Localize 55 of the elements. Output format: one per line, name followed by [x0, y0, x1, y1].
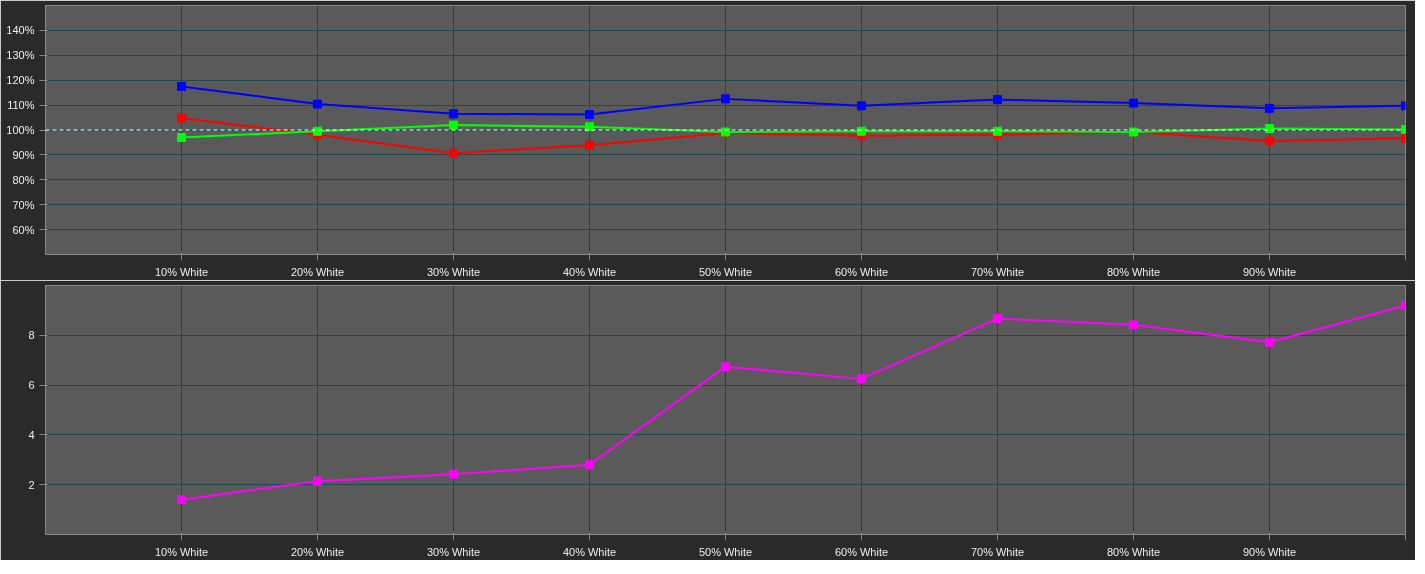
point: [1265, 103, 1274, 113]
y-tick-label: 100%: [6, 124, 35, 136]
point: [177, 113, 186, 123]
y-tick-label: 120%: [6, 74, 35, 87]
x-tick-label: 20% White: [290, 545, 345, 558]
x-tick-label: 40% White: [562, 545, 617, 558]
point: [177, 132, 186, 142]
x-tick-label: 70% White: [970, 545, 1025, 558]
x-tick-label: 10% White: [154, 545, 209, 558]
point: [177, 81, 186, 91]
x-tick-label: 70% White: [970, 265, 1025, 278]
point: [1129, 98, 1138, 108]
x-tick-label: 40% White: [562, 265, 617, 278]
point: [585, 110, 594, 120]
y-tick-label: 60%: [12, 223, 35, 236]
point: [721, 94, 730, 104]
x-tick-label: 50% White: [698, 545, 753, 558]
y-tick-label: 2: [28, 478, 35, 491]
y-tick-label: 110%: [7, 99, 35, 112]
point: [993, 314, 1002, 324]
point: [857, 101, 866, 111]
y-tick-label: 140%: [6, 24, 35, 37]
y-tick-label: 4: [28, 428, 35, 441]
x-tick-label: 50% White: [698, 265, 753, 278]
x-tick-label: 90% White: [1242, 545, 1297, 558]
point: [313, 99, 322, 109]
x-tick-label: 10% White: [154, 265, 209, 278]
x-tick-label: 60% White: [834, 545, 889, 558]
point: [1265, 337, 1274, 347]
point: [721, 362, 730, 372]
point: [585, 140, 594, 150]
x-tick-label: 20% White: [290, 265, 345, 278]
point: [449, 148, 458, 158]
y-tick-label: 90%: [12, 148, 35, 161]
x-tick-label: 30% White: [426, 545, 481, 558]
point: [313, 476, 322, 486]
y-tick-label: 8: [28, 329, 35, 342]
point: [449, 109, 458, 119]
point: [585, 460, 594, 470]
point: [993, 95, 1002, 105]
x-tick-label: 90% White: [1242, 265, 1297, 278]
point: [857, 374, 866, 384]
point: [1129, 320, 1138, 330]
y-tick-label: 80%: [12, 173, 35, 186]
y-tick-label: 6: [28, 379, 35, 392]
point: [177, 495, 186, 505]
point: [449, 120, 458, 130]
x-tick-label: 80% White: [1106, 265, 1161, 278]
point: [449, 469, 458, 479]
y-tick-label: 130%: [6, 49, 35, 62]
y-tick-label: 70%: [12, 198, 35, 211]
x-tick-label: 30% White: [426, 265, 481, 278]
point: [1265, 136, 1274, 146]
x-tick-label: 60% White: [834, 265, 889, 278]
x-tick-label: 80% White: [1106, 545, 1161, 558]
